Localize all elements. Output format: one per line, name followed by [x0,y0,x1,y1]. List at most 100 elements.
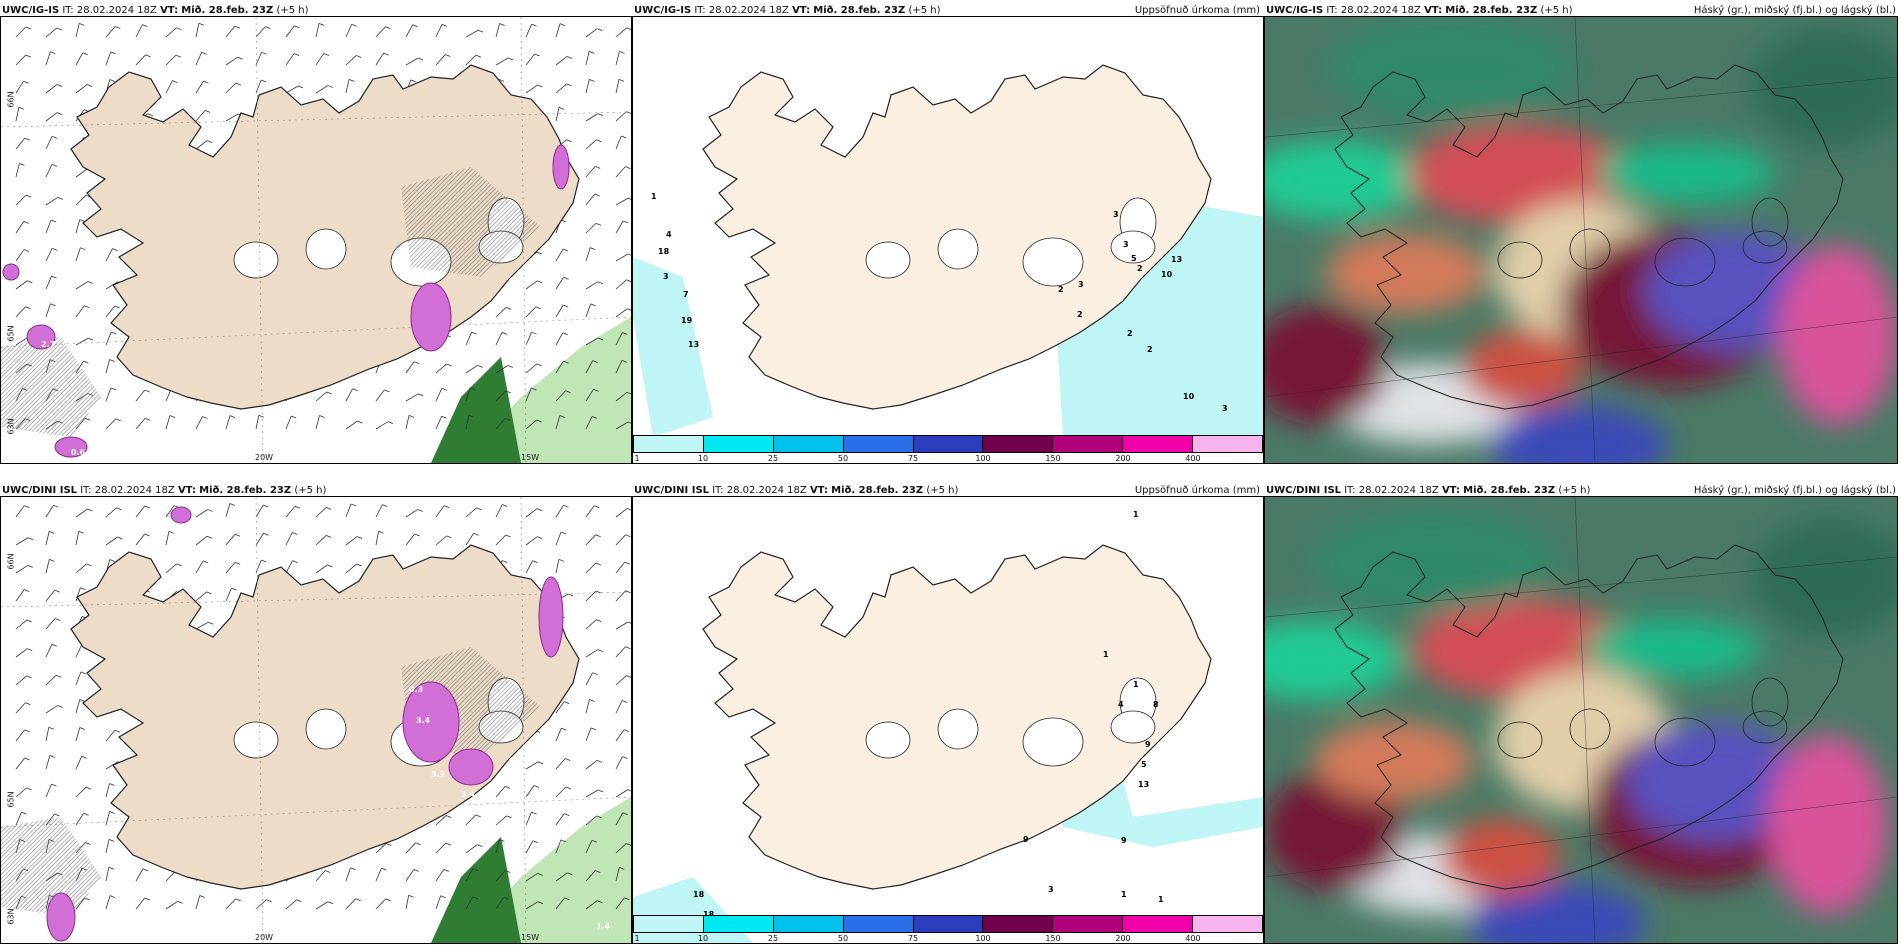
wind-barb-flag [57,112,63,115]
wind-barb [45,136,53,150]
wind-barb [75,587,81,602]
wind-barb-flag [446,815,452,818]
wind-barb-flag [109,559,115,562]
colorbar-tick-label: 400 [1185,934,1201,943]
wind-barb [225,113,239,122]
wind-barb-flag [51,248,58,251]
wind-barb [525,508,538,518]
wind-barb-flag [622,812,628,816]
wind-barb-flag [417,509,423,512]
cloud-blob [1462,329,1582,409]
glacier [1110,710,1156,744]
graticule [1265,17,1897,463]
wind-barb-flag [536,419,542,423]
iceland-landmass [702,544,1212,890]
wind-barb-flag [628,197,631,200]
value-label: 1 [1158,895,1164,904]
panel-title: UWC/DINI ISL IT: 28.02.2024 18Z VT: Mið.… [2,485,327,496]
wind-barb-flag [471,331,477,335]
colorbar-cell [1053,916,1124,932]
glacier [865,241,911,279]
wind-barb [135,389,146,402]
wind-barb [585,590,597,602]
panel-dini-precip: UWC/DINI ISL IT: 28.02.2024 18Z VT: Mið.… [632,480,1264,950]
wind-barb [15,337,28,346]
wind-barb [315,53,325,66]
wind-barb-flag [506,815,512,819]
wind-barb [135,54,146,66]
wind-barb [45,27,58,38]
value-label: 18 [693,890,705,899]
wind-barb [75,644,83,658]
panel-title: UWC/IG-IS IT: 28.02.2024 18Z VT: Mið. 28… [2,5,309,16]
wind-barb-flag [202,560,209,564]
wind-barb-flag [294,25,300,29]
wind-barb [195,80,204,94]
lon-label-20w: 20W [255,453,274,462]
wind-barb [615,789,629,798]
value-label: 3 [1078,280,1084,289]
wind-barb [15,565,28,574]
wind-barb [75,247,81,262]
wind-barb-flag [414,533,420,537]
wind-barb-flag [567,593,574,597]
glacier [1654,717,1716,767]
wind-barb [615,756,623,770]
wind-barb [15,729,25,742]
wind-barb-flag [204,109,211,113]
value-label: 4.1 [433,350,448,359]
value-label: 5 [1141,760,1147,769]
glacier [1569,708,1611,750]
value-label: 1.4 [596,922,611,931]
glacier [865,721,911,759]
panel-ig-is-hazards: UWC/IG-IS IT: 28.02.2024 18Z VT: Mið. 28… [0,0,632,464]
glacier [1497,241,1543,279]
value-label: 4 [1118,700,1124,709]
wind-barb [15,26,27,38]
glacier [1751,197,1789,247]
wind-barb [195,509,208,518]
wind-barb-flag [18,106,25,110]
wind-barb-flag [590,727,597,731]
wind-barb-flag [625,534,631,538]
wind-barb [75,531,80,546]
wind-barb [435,24,443,38]
wind-barb-flag [261,51,267,55]
wind-barb-flag [115,26,121,29]
wind-barb [345,388,354,402]
panel-title: UWC/DINI ISL IT: 28.02.2024 18Z VT: Mið.… [634,485,959,496]
wind-barb [165,505,175,518]
wind-barb-flag [441,387,447,391]
wind-barb [345,503,352,518]
clouds-title: Háský (gr.), miðský (fj.bl.) og lágský (… [1693,5,1896,16]
colorbar-tick-label: 25 [767,934,779,943]
wind-barb-flag [626,279,631,282]
wind-barb-flag [565,786,571,790]
wind-barb-flag [25,54,32,58]
wind-barb-flag [408,894,414,898]
wind-barb-flag [356,55,362,58]
wind-barb [555,758,566,770]
magenta-hazard-blob [538,576,564,658]
wind-barb [615,360,623,374]
wind-barb [615,812,624,826]
iceland-landmass [70,544,580,890]
wind-barb [435,535,447,546]
value-label: 9 [1023,835,1029,844]
wind-barb-flag [594,505,600,509]
wind-barb-flag [626,843,631,846]
wind-barb [255,899,267,910]
wind-barb-flag [597,337,604,341]
wind-barb [585,389,594,402]
wind-barb-flag [348,78,355,82]
wind-barb [285,560,293,574]
colorbar-cell [843,916,914,932]
value-label: 1 [1133,510,1139,519]
wind-barb [555,83,567,94]
wind-barb-flag [355,898,361,902]
wind-barb [525,84,538,94]
wind-barb [615,590,626,602]
wind-barb-flag [537,872,543,876]
wind-barb-flag [83,360,89,364]
wind-barb-flag [318,22,325,26]
